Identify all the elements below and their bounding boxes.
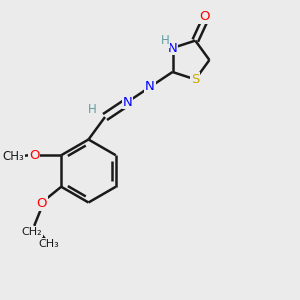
Text: O: O bbox=[37, 197, 47, 210]
Text: S: S bbox=[191, 73, 200, 86]
Text: H: H bbox=[88, 103, 97, 116]
Text: O: O bbox=[29, 149, 40, 162]
Text: CH₃: CH₃ bbox=[39, 239, 60, 249]
Text: CH₂: CH₂ bbox=[22, 227, 42, 237]
Text: H: H bbox=[160, 34, 169, 47]
Text: CH₃: CH₃ bbox=[2, 150, 24, 163]
Text: N: N bbox=[145, 80, 155, 94]
Text: N: N bbox=[123, 95, 132, 109]
Text: N: N bbox=[168, 41, 177, 55]
Text: O: O bbox=[199, 10, 210, 23]
